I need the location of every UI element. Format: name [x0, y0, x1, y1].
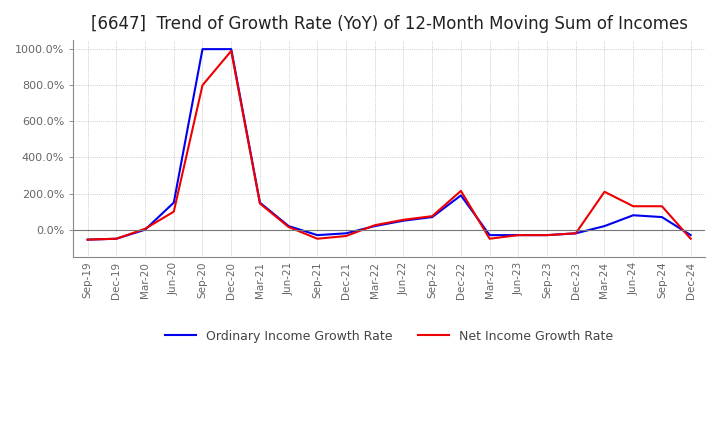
- Net Income Growth Rate: [169, 209, 178, 214]
- Ordinary Income Growth Rate: [112, 236, 121, 242]
- Net Income Growth Rate: [657, 204, 666, 209]
- Ordinary Income Growth Rate: [572, 231, 580, 236]
- Ordinary Income Growth Rate: [313, 232, 322, 238]
- Net Income Growth Rate: [543, 232, 552, 238]
- Net Income Growth Rate: [227, 48, 235, 54]
- Ordinary Income Growth Rate: [600, 224, 609, 229]
- Title: [6647]  Trend of Growth Rate (YoY) of 12-Month Moving Sum of Incomes: [6647] Trend of Growth Rate (YoY) of 12-…: [91, 15, 688, 33]
- Ordinary Income Growth Rate: [456, 193, 465, 198]
- Net Income Growth Rate: [371, 223, 379, 228]
- Net Income Growth Rate: [514, 232, 523, 238]
- Net Income Growth Rate: [256, 201, 264, 206]
- Ordinary Income Growth Rate: [514, 232, 523, 238]
- Ordinary Income Growth Rate: [629, 213, 637, 218]
- Net Income Growth Rate: [456, 188, 465, 194]
- Net Income Growth Rate: [629, 204, 637, 209]
- Ordinary Income Growth Rate: [399, 218, 408, 224]
- Net Income Growth Rate: [428, 213, 436, 219]
- Ordinary Income Growth Rate: [284, 224, 293, 229]
- Ordinary Income Growth Rate: [169, 200, 178, 205]
- Ordinary Income Growth Rate: [543, 232, 552, 238]
- Net Income Growth Rate: [399, 217, 408, 222]
- Net Income Growth Rate: [313, 236, 322, 242]
- Ordinary Income Growth Rate: [485, 232, 494, 238]
- Line: Ordinary Income Growth Rate: Ordinary Income Growth Rate: [88, 49, 690, 240]
- Net Income Growth Rate: [284, 224, 293, 230]
- Line: Net Income Growth Rate: Net Income Growth Rate: [88, 51, 690, 240]
- Net Income Growth Rate: [342, 233, 351, 238]
- Ordinary Income Growth Rate: [227, 47, 235, 52]
- Net Income Growth Rate: [572, 231, 580, 236]
- Ordinary Income Growth Rate: [657, 214, 666, 220]
- Net Income Growth Rate: [84, 237, 92, 242]
- Ordinary Income Growth Rate: [371, 224, 379, 229]
- Ordinary Income Growth Rate: [256, 200, 264, 205]
- Ordinary Income Growth Rate: [198, 47, 207, 52]
- Ordinary Income Growth Rate: [428, 214, 436, 220]
- Net Income Growth Rate: [198, 83, 207, 88]
- Legend: Ordinary Income Growth Rate, Net Income Growth Rate: Ordinary Income Growth Rate, Net Income …: [160, 325, 618, 348]
- Net Income Growth Rate: [600, 189, 609, 194]
- Net Income Growth Rate: [140, 226, 149, 231]
- Ordinary Income Growth Rate: [686, 232, 695, 238]
- Ordinary Income Growth Rate: [84, 237, 92, 242]
- Ordinary Income Growth Rate: [342, 231, 351, 236]
- Net Income Growth Rate: [686, 236, 695, 242]
- Ordinary Income Growth Rate: [140, 227, 149, 232]
- Net Income Growth Rate: [485, 236, 494, 242]
- Net Income Growth Rate: [112, 236, 121, 242]
